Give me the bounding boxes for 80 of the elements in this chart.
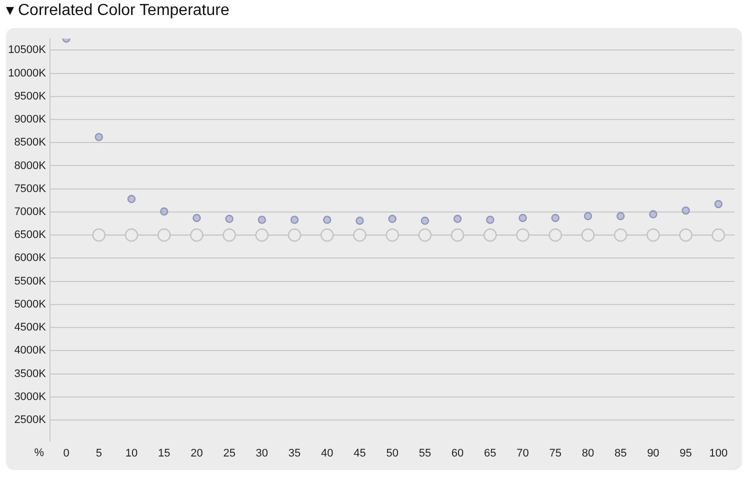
- y-tick-label: 4500K: [14, 322, 47, 334]
- point: [388, 214, 396, 223]
- y-tick-label: 5500K: [14, 275, 47, 288]
- point: [551, 214, 560, 222]
- point: [616, 212, 625, 220]
- x-tick-label: 100: [709, 447, 728, 460]
- point: [92, 228, 106, 242]
- x-tick-label: 80: [582, 447, 594, 460]
- point: [420, 216, 430, 225]
- y-tick-label: 10500K: [8, 44, 47, 56]
- point: [255, 228, 269, 242]
- x-tick-label: 70: [516, 447, 529, 460]
- x-tick-label: 95: [680, 447, 692, 460]
- point: [581, 228, 595, 242]
- x-tick-label: 85: [614, 447, 627, 460]
- point: [225, 214, 234, 223]
- point: [486, 216, 494, 224]
- x-axis-title: %: [34, 446, 44, 459]
- point: [682, 206, 690, 215]
- point: [386, 228, 399, 242]
- point: [712, 228, 726, 242]
- point: [127, 194, 136, 204]
- y-tick-label: 3000K: [14, 390, 47, 403]
- y-tick-label: 7500K: [14, 182, 47, 195]
- x-tick-label: 40: [321, 447, 334, 460]
- y-tick-label: 9000K: [14, 114, 47, 126]
- x-tick-label: 0: [63, 447, 70, 460]
- point: [646, 228, 660, 242]
- x-tick-label: 15: [158, 447, 170, 460]
- point: [484, 228, 497, 242]
- point: [192, 214, 201, 222]
- y-tick-label: 3500K: [14, 368, 47, 380]
- x-tick-label: 5: [96, 447, 102, 460]
- x-tick-label: 30: [256, 447, 268, 460]
- x-tick-label: 50: [386, 447, 398, 460]
- point: [453, 214, 462, 223]
- y-tick-label: 6000K: [14, 252, 47, 264]
- point: [222, 228, 236, 242]
- x-tick-label: 45: [354, 447, 366, 460]
- point: [614, 228, 628, 242]
- point: [290, 216, 299, 224]
- point: [323, 216, 332, 224]
- point: [288, 228, 302, 242]
- x-tick-label: 60: [451, 447, 464, 460]
- point: [518, 214, 527, 222]
- y-tick-label: 7000K: [14, 206, 47, 218]
- point: [124, 228, 138, 242]
- point: [160, 207, 168, 216]
- x-tick-label: 20: [190, 447, 203, 460]
- point: [714, 200, 722, 208]
- point: [190, 228, 204, 242]
- x-tick-label: 55: [418, 447, 432, 460]
- point: [356, 216, 364, 225]
- x-tick-label: 35: [288, 447, 301, 460]
- point: [548, 228, 562, 242]
- point: [258, 216, 266, 224]
- point: [516, 228, 530, 242]
- point: [584, 212, 592, 220]
- x-tick-label: 25: [223, 447, 236, 460]
- x-tick-label: 10: [125, 447, 138, 460]
- y-tick-label: 4000K: [14, 344, 47, 357]
- point: [450, 228, 464, 242]
- chart-title: Correlated Color Temperature: [18, 2, 230, 20]
- y-tick-label: 2500K: [14, 414, 47, 426]
- y-tick-label: 9500K: [14, 90, 47, 102]
- y-tick-label: 8000K: [14, 160, 47, 172]
- x-tick-label: 65: [484, 447, 496, 460]
- point: [649, 210, 658, 218]
- point: [157, 228, 171, 242]
- point: [353, 228, 366, 242]
- y-tick-label: 5000K: [14, 298, 47, 310]
- y-tick-label: 6500K: [14, 229, 47, 242]
- x-tick-label: 75: [549, 447, 562, 460]
- y-tick-label: 8500K: [14, 136, 47, 149]
- point: [418, 228, 432, 242]
- point: [679, 228, 692, 242]
- x-tick-label: 90: [647, 447, 660, 460]
- y-tick-label: 10000K: [8, 67, 47, 80]
- point: [94, 132, 104, 142]
- point: [320, 228, 334, 242]
